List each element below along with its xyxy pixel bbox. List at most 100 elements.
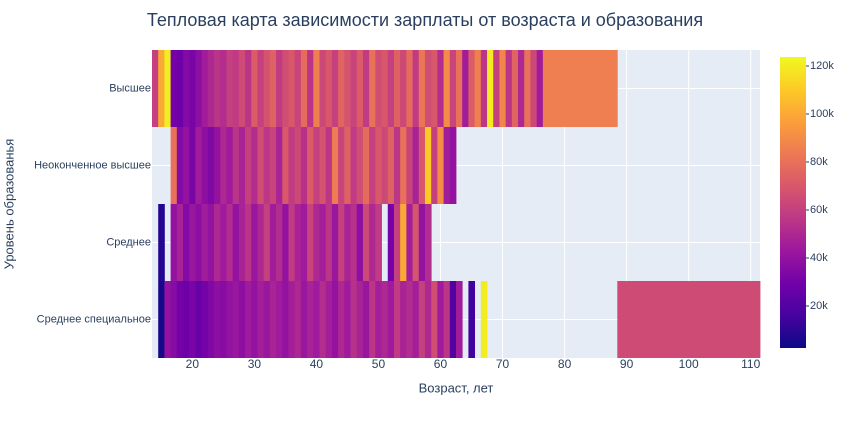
heatmap-cell	[245, 127, 252, 204]
heatmap-cell	[362, 281, 370, 358]
heatmap-cell	[449, 127, 457, 204]
colorbar-tick-label: 60k	[810, 204, 828, 216]
heatmap-cell	[282, 50, 289, 127]
heatmap-cell	[183, 127, 190, 204]
heatmap-cell	[282, 127, 289, 204]
heatmap-cell	[331, 204, 339, 281]
heatmap-cell	[369, 127, 376, 204]
x-tick-label: 60	[434, 357, 448, 371]
heatmap-cell	[232, 50, 240, 127]
heatmap-cell	[300, 204, 308, 281]
heatmap-cell	[387, 281, 395, 358]
y-axis-title: Уровень образованья	[1, 139, 16, 270]
heatmap-cell	[164, 50, 172, 127]
heatmap-cell	[493, 50, 500, 127]
heatmap-cell	[356, 204, 364, 281]
heatmap-cell	[207, 281, 215, 358]
colorbar-tick-label: 100k	[810, 108, 834, 120]
heatmap-cell	[201, 281, 209, 358]
chart-title: Тепловая карта зависимости зарплаты от в…	[147, 10, 703, 30]
heatmap-cell	[220, 50, 227, 127]
colorbar-tick-label: 40k	[810, 252, 828, 264]
heatmap-cell	[201, 127, 209, 204]
heatmap-cell	[499, 50, 507, 127]
heatmap-cell	[418, 127, 426, 204]
heatmap-cell	[400, 50, 407, 127]
heatmap-cell	[325, 204, 333, 281]
heatmap-cell	[226, 281, 234, 358]
heatmap-cell	[207, 127, 215, 204]
heatmap-cell	[220, 204, 227, 281]
heatmap-cell	[176, 127, 184, 204]
heatmap-cell	[152, 50, 159, 127]
heatmap-cell	[418, 50, 426, 127]
heatmap-cell	[300, 281, 308, 358]
heatmap-cell	[238, 127, 246, 204]
heatmap-cell	[226, 204, 234, 281]
heatmap-cell	[424, 204, 432, 281]
x-axis-title: Возраст, лет	[419, 380, 494, 395]
x-tick-label: 40	[310, 357, 324, 371]
heatmap-cell	[344, 281, 351, 358]
heatmap-cell	[257, 204, 265, 281]
x-tick-label: 30	[248, 357, 262, 371]
heatmap-cell	[393, 204, 401, 281]
heatmap-cell	[381, 281, 389, 358]
heatmap-cell	[176, 281, 184, 358]
heatmap-cell	[195, 50, 203, 127]
heatmap-cell	[393, 281, 401, 358]
heatmap-cell	[263, 281, 271, 358]
heatmap-cell	[393, 50, 401, 127]
heatmap-cell	[263, 50, 271, 127]
heatmap-cell	[350, 50, 358, 127]
heatmap-cell	[325, 281, 333, 358]
y-tick-label: Среднее специальное	[37, 313, 151, 325]
heatmap-cell	[232, 281, 240, 358]
colorbar-tick-label: 20k	[810, 300, 828, 312]
heatmap-cell	[369, 50, 376, 127]
heatmap-cell	[214, 204, 221, 281]
heatmap-cell	[288, 50, 296, 127]
heatmap-cell	[164, 281, 172, 358]
heatmap-cell	[319, 281, 327, 358]
heatmap-cell	[245, 204, 252, 281]
x-tick-label: 70	[496, 357, 510, 371]
heatmap-cell	[369, 204, 376, 281]
heatmap-cell	[449, 281, 457, 358]
heatmap-cell	[468, 50, 476, 127]
heatmap-cell	[431, 281, 438, 358]
heatmap-cell	[325, 127, 333, 204]
heatmap-cell	[356, 50, 364, 127]
x-tick-label: 20	[186, 357, 200, 371]
heatmap-cell	[375, 127, 382, 204]
heatmap-cell	[189, 127, 196, 204]
heatmap-cell	[375, 50, 382, 127]
heatmap-cell	[288, 127, 296, 204]
heatmap-cell	[214, 281, 221, 358]
heatmap-cell	[282, 281, 289, 358]
heatmap-cell	[350, 281, 358, 358]
heatmap-cell	[158, 281, 165, 358]
heatmap-cell	[449, 50, 457, 127]
heatmap-cell	[412, 204, 420, 281]
heatmap-cell	[542, 50, 618, 127]
y-tick-label: Высшее	[109, 82, 151, 94]
heatmap-cell	[201, 204, 209, 281]
heatmap-cell	[251, 127, 258, 204]
heatmap-cell	[245, 281, 252, 358]
heatmap-cell	[313, 204, 320, 281]
heatmap-cell	[263, 204, 271, 281]
heatmap-cell	[282, 204, 289, 281]
heatmap-cell	[220, 127, 227, 204]
heatmap-cell	[424, 50, 432, 127]
heatmap-cell	[276, 50, 283, 127]
heatmap-cell	[257, 50, 265, 127]
heatmap-cell	[183, 204, 190, 281]
heatmap-cell	[468, 281, 476, 358]
heatmap-cell	[424, 127, 432, 204]
heatmap-cell	[331, 127, 339, 204]
heatmap-cell	[232, 204, 240, 281]
heatmap-cell	[263, 127, 271, 204]
heatmap-cell	[356, 281, 364, 358]
